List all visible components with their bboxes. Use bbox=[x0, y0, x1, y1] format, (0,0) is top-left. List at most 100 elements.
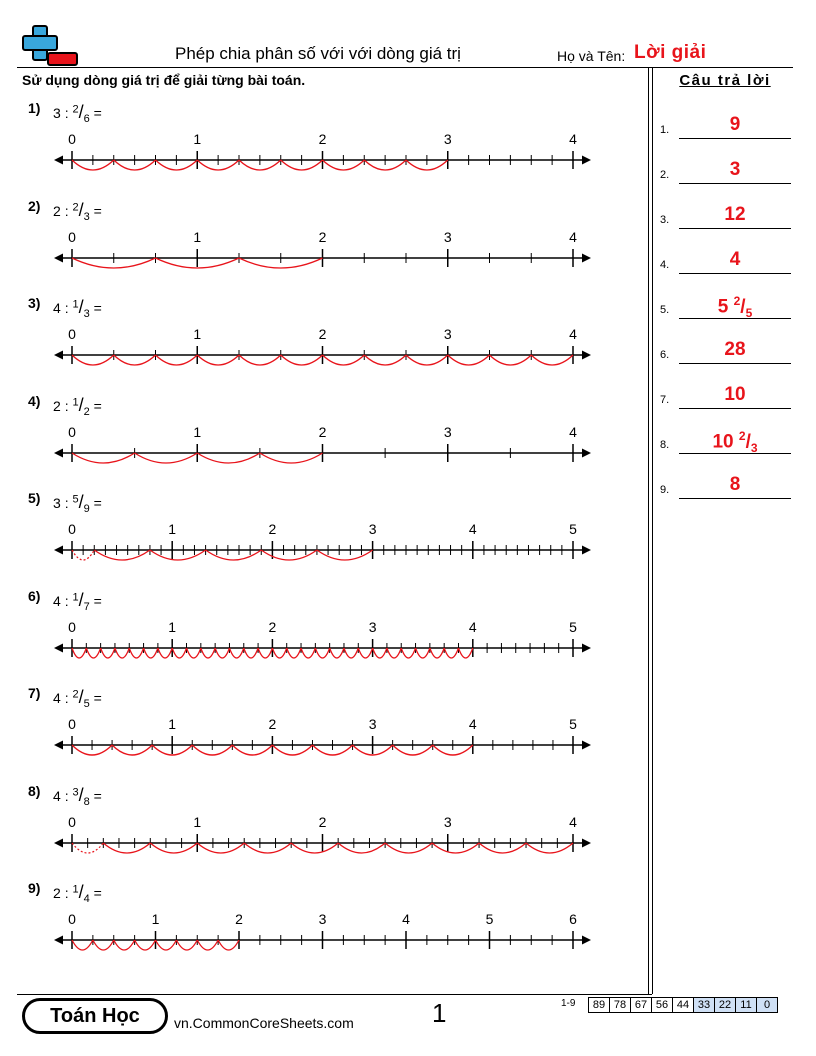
arrow-left-icon bbox=[54, 253, 63, 262]
jump-arc bbox=[228, 647, 245, 659]
tick-label: 2 bbox=[269, 716, 277, 732]
jump-arc bbox=[386, 647, 402, 659]
tick-label: 3 bbox=[369, 619, 377, 635]
score-cell: 89 bbox=[588, 997, 610, 1013]
tick-label: 0 bbox=[68, 911, 76, 927]
jump-arc bbox=[196, 451, 261, 464]
expr-operator: : bbox=[64, 105, 69, 121]
answer-number: 7. bbox=[660, 394, 670, 406]
jump-arc bbox=[155, 256, 240, 269]
answer-whole: 12 bbox=[724, 204, 746, 225]
score-cell: 67 bbox=[630, 997, 652, 1013]
jump-arc bbox=[431, 842, 480, 854]
answer-number: 8. bbox=[660, 439, 670, 451]
expr-denominator: 3 bbox=[83, 210, 90, 223]
answer-number: 5. bbox=[660, 304, 670, 316]
tick-label: 0 bbox=[68, 716, 76, 732]
expr-numerator: 1 bbox=[72, 883, 79, 896]
fraction-slash: / bbox=[78, 882, 84, 902]
problem-expression: 2 : 1/4 = bbox=[53, 882, 102, 905]
jump-arc bbox=[314, 647, 331, 659]
answer-value: 10 2/3 bbox=[712, 429, 758, 456]
jump-arc bbox=[457, 647, 474, 659]
jump-arc bbox=[478, 842, 527, 854]
jump-arc bbox=[384, 842, 433, 854]
answer-number: 3. bbox=[660, 214, 670, 226]
tick-label: 4 bbox=[469, 619, 477, 635]
problem-number: 1) bbox=[28, 100, 41, 116]
tick-label: 5 bbox=[569, 619, 577, 635]
tick-label: 3 bbox=[444, 424, 452, 440]
expr-denominator: 8 bbox=[83, 795, 90, 808]
answer-line bbox=[679, 408, 791, 409]
expr-whole: 3 bbox=[53, 105, 61, 121]
expr-whole: 4 bbox=[53, 300, 61, 316]
tick-label: 4 bbox=[569, 424, 577, 440]
jump-arc bbox=[205, 549, 262, 561]
expr-numerator: 1 bbox=[72, 298, 79, 311]
answer-line bbox=[679, 363, 791, 364]
expr-whole: 2 bbox=[53, 885, 61, 901]
answer-value: 3 bbox=[679, 159, 791, 181]
number-line: 0 1 2 3 4 bbox=[54, 326, 591, 366]
tick-label: 2 bbox=[319, 131, 327, 147]
number-line: 0 1 2 3 4 5 bbox=[54, 716, 591, 756]
arrow-left-icon bbox=[54, 350, 63, 360]
tick-label: 0 bbox=[68, 814, 76, 830]
tick-label: 3 bbox=[369, 521, 377, 537]
jump-arc bbox=[214, 647, 231, 659]
jump-arc bbox=[280, 354, 323, 366]
jump-arc bbox=[100, 647, 116, 659]
tick-label: 1 bbox=[193, 229, 201, 245]
tick-label: 2 bbox=[269, 619, 277, 635]
expr-whole: 3 bbox=[53, 495, 61, 511]
jump-arc bbox=[271, 647, 288, 659]
expr-numerator: 1 bbox=[72, 590, 79, 603]
jump-arc bbox=[290, 842, 339, 854]
instructions: Sử dụng dòng giá trị để giải từng bài to… bbox=[22, 72, 306, 88]
problem-number: 8) bbox=[28, 782, 41, 799]
arrow-right-icon bbox=[582, 253, 591, 262]
expr-whole: 2 bbox=[53, 202, 61, 219]
expr-numerator: 1 bbox=[72, 395, 79, 408]
jump-arc bbox=[392, 744, 434, 756]
number-line: 0 1 2 3 4 bbox=[54, 424, 591, 464]
number-line: 0 1 2 3 4 5 bbox=[54, 521, 591, 561]
jump-arc bbox=[432, 744, 474, 756]
problem-expression: 2 : 2/3 = bbox=[53, 200, 102, 223]
expr-equals: = bbox=[93, 105, 102, 121]
jump-arc bbox=[259, 451, 323, 464]
tick-label: 2 bbox=[319, 424, 327, 440]
jump-arc bbox=[71, 256, 156, 269]
arrow-right-icon bbox=[582, 643, 591, 652]
tick-label: 1 bbox=[168, 619, 176, 635]
jump-arc bbox=[128, 647, 145, 659]
jump-arc bbox=[155, 354, 198, 366]
name-value: Lời giải bbox=[634, 42, 707, 63]
jump-arc bbox=[196, 939, 219, 951]
problem-expression: 4 : 1/3 = bbox=[53, 297, 102, 320]
arrow-left-icon bbox=[54, 545, 63, 555]
arrow-right-icon bbox=[582, 350, 591, 360]
jump-arc bbox=[357, 647, 374, 659]
page-number: 1 bbox=[432, 998, 447, 1028]
answer-whole: 28 bbox=[724, 339, 746, 360]
site-url[interactable]: vn.CommonCoreSheets.com bbox=[174, 1015, 354, 1031]
score-cell: 56 bbox=[651, 997, 673, 1013]
expr-equals: = bbox=[93, 202, 102, 219]
arrow-right-icon bbox=[582, 740, 591, 750]
jump-arc bbox=[363, 159, 407, 171]
jump-arc bbox=[489, 354, 532, 366]
jump-arc bbox=[157, 647, 173, 659]
jump-arc bbox=[312, 744, 354, 756]
jump-arc bbox=[405, 354, 449, 366]
tick-label: 1 bbox=[193, 326, 201, 342]
tick-label: 2 bbox=[269, 521, 277, 537]
jump-arc bbox=[113, 159, 156, 171]
tick-label: 0 bbox=[68, 229, 76, 245]
problem-number: 6) bbox=[28, 587, 41, 604]
answer-number: 2. bbox=[660, 169, 670, 181]
jump-arc bbox=[200, 647, 216, 659]
fraction-slash: / bbox=[78, 687, 84, 707]
jump-arc bbox=[151, 744, 193, 756]
